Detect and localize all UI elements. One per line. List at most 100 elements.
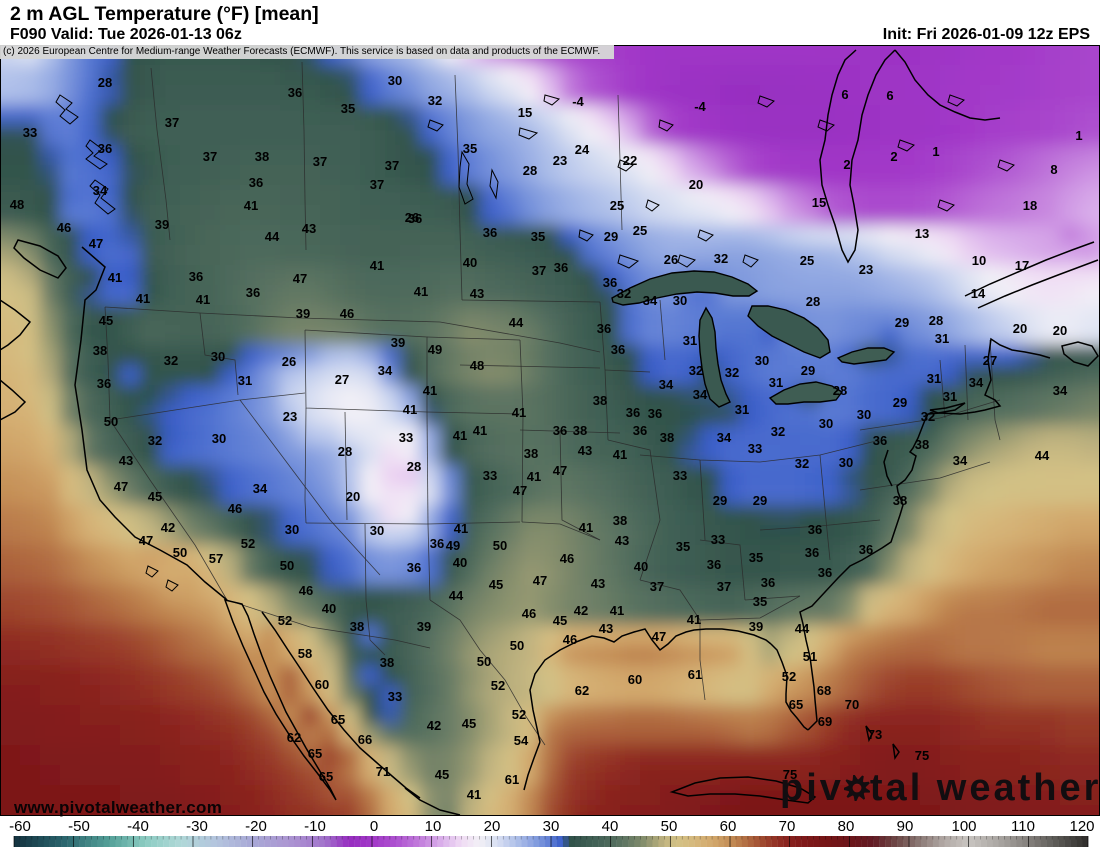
svg-text:41: 41 (196, 292, 210, 307)
svg-text:41: 41 (244, 198, 258, 213)
svg-text:42: 42 (427, 718, 441, 733)
svg-text:61: 61 (688, 667, 702, 682)
svg-text:44: 44 (265, 229, 280, 244)
svg-text:41: 41 (687, 612, 701, 627)
svg-text:65: 65 (331, 712, 345, 727)
svg-text:29: 29 (713, 493, 727, 508)
svg-text:34: 34 (659, 377, 674, 392)
svg-text:47: 47 (293, 271, 307, 286)
svg-text:15: 15 (812, 195, 826, 210)
svg-text:46: 46 (560, 551, 574, 566)
svg-text:45: 45 (553, 613, 567, 628)
svg-text:36: 36 (430, 536, 444, 551)
svg-text:30: 30 (819, 416, 833, 431)
svg-text:43: 43 (119, 453, 133, 468)
svg-text:30: 30 (755, 353, 769, 368)
svg-text:34: 34 (717, 430, 732, 445)
svg-text:41: 41 (403, 402, 417, 417)
svg-text:41: 41 (512, 405, 526, 420)
svg-text:62: 62 (287, 730, 301, 745)
svg-text:48: 48 (470, 358, 484, 373)
svg-text:36: 36 (805, 545, 819, 560)
svg-text:28: 28 (98, 75, 112, 90)
svg-text:73: 73 (868, 727, 882, 742)
svg-text:65: 65 (308, 746, 322, 761)
svg-text:46: 46 (563, 632, 577, 647)
svg-text:65: 65 (319, 769, 333, 784)
svg-text:49: 49 (446, 538, 460, 553)
svg-text:36: 36 (873, 433, 887, 448)
svg-text:36: 36 (707, 557, 721, 572)
svg-text:29: 29 (604, 229, 618, 244)
svg-text:41: 41 (473, 423, 487, 438)
svg-text:51: 51 (803, 649, 817, 664)
svg-text:38: 38 (593, 393, 607, 408)
svg-text:28: 28 (407, 459, 421, 474)
svg-text:23: 23 (553, 153, 567, 168)
svg-text:47: 47 (553, 463, 567, 478)
svg-text:1: 1 (932, 144, 939, 159)
svg-text:38: 38 (93, 343, 107, 358)
svg-text:20: 20 (1013, 321, 1027, 336)
svg-text:45: 45 (148, 489, 162, 504)
svg-text:35: 35 (341, 101, 355, 116)
svg-text:44: 44 (1035, 448, 1050, 463)
svg-text:46: 46 (57, 220, 71, 235)
svg-text:31: 31 (238, 373, 252, 388)
svg-text:34: 34 (253, 481, 268, 496)
svg-text:38: 38 (380, 655, 394, 670)
svg-text:20: 20 (1053, 323, 1067, 338)
svg-text:34: 34 (643, 293, 658, 308)
svg-text:50: 50 (477, 654, 491, 669)
svg-text:28: 28 (338, 444, 352, 459)
svg-text:33: 33 (399, 430, 413, 445)
svg-text:32: 32 (617, 286, 631, 301)
svg-text:13: 13 (915, 226, 929, 241)
svg-text:22: 22 (623, 153, 637, 168)
svg-text:46: 46 (228, 501, 242, 516)
svg-text:26: 26 (282, 354, 296, 369)
svg-text:36: 36 (611, 342, 625, 357)
svg-text:37: 37 (385, 158, 399, 173)
svg-text:32: 32 (725, 365, 739, 380)
svg-text:40: 40 (322, 601, 336, 616)
svg-text:30: 30 (388, 73, 402, 88)
svg-text:38: 38 (350, 619, 364, 634)
svg-text:36: 36 (648, 406, 662, 421)
svg-text:41: 41 (527, 469, 541, 484)
svg-text:25: 25 (633, 223, 647, 238)
svg-text:6: 6 (886, 88, 893, 103)
svg-text:33: 33 (483, 468, 497, 483)
svg-text:-4: -4 (572, 94, 584, 109)
svg-text:41: 41 (453, 428, 467, 443)
svg-text:40: 40 (463, 255, 477, 270)
svg-text:39: 39 (417, 619, 431, 634)
svg-text:41: 41 (467, 787, 481, 802)
svg-text:75: 75 (783, 767, 797, 782)
svg-text:34: 34 (693, 387, 708, 402)
svg-text:41: 41 (108, 270, 122, 285)
svg-text:2: 2 (843, 157, 850, 172)
svg-text:30: 30 (839, 455, 853, 470)
svg-text:33: 33 (23, 125, 37, 140)
svg-text:33: 33 (388, 689, 402, 704)
svg-text:35: 35 (749, 550, 763, 565)
svg-text:47: 47 (533, 573, 547, 588)
svg-text:28: 28 (523, 163, 537, 178)
svg-text:70: 70 (845, 697, 859, 712)
svg-text:37: 37 (203, 149, 217, 164)
svg-text:60: 60 (628, 672, 642, 687)
svg-text:52: 52 (241, 536, 255, 551)
svg-text:30: 30 (211, 349, 225, 364)
svg-text:47: 47 (114, 479, 128, 494)
svg-text:69: 69 (818, 714, 832, 729)
svg-text:47: 47 (89, 236, 103, 251)
svg-text:34: 34 (378, 363, 393, 378)
svg-text:32: 32 (164, 353, 178, 368)
svg-text:35: 35 (463, 141, 477, 156)
svg-text:35: 35 (676, 539, 690, 554)
svg-text:17: 17 (1015, 258, 1029, 273)
svg-text:40: 40 (634, 559, 648, 574)
svg-text:32: 32 (795, 456, 809, 471)
svg-text:27: 27 (335, 372, 349, 387)
